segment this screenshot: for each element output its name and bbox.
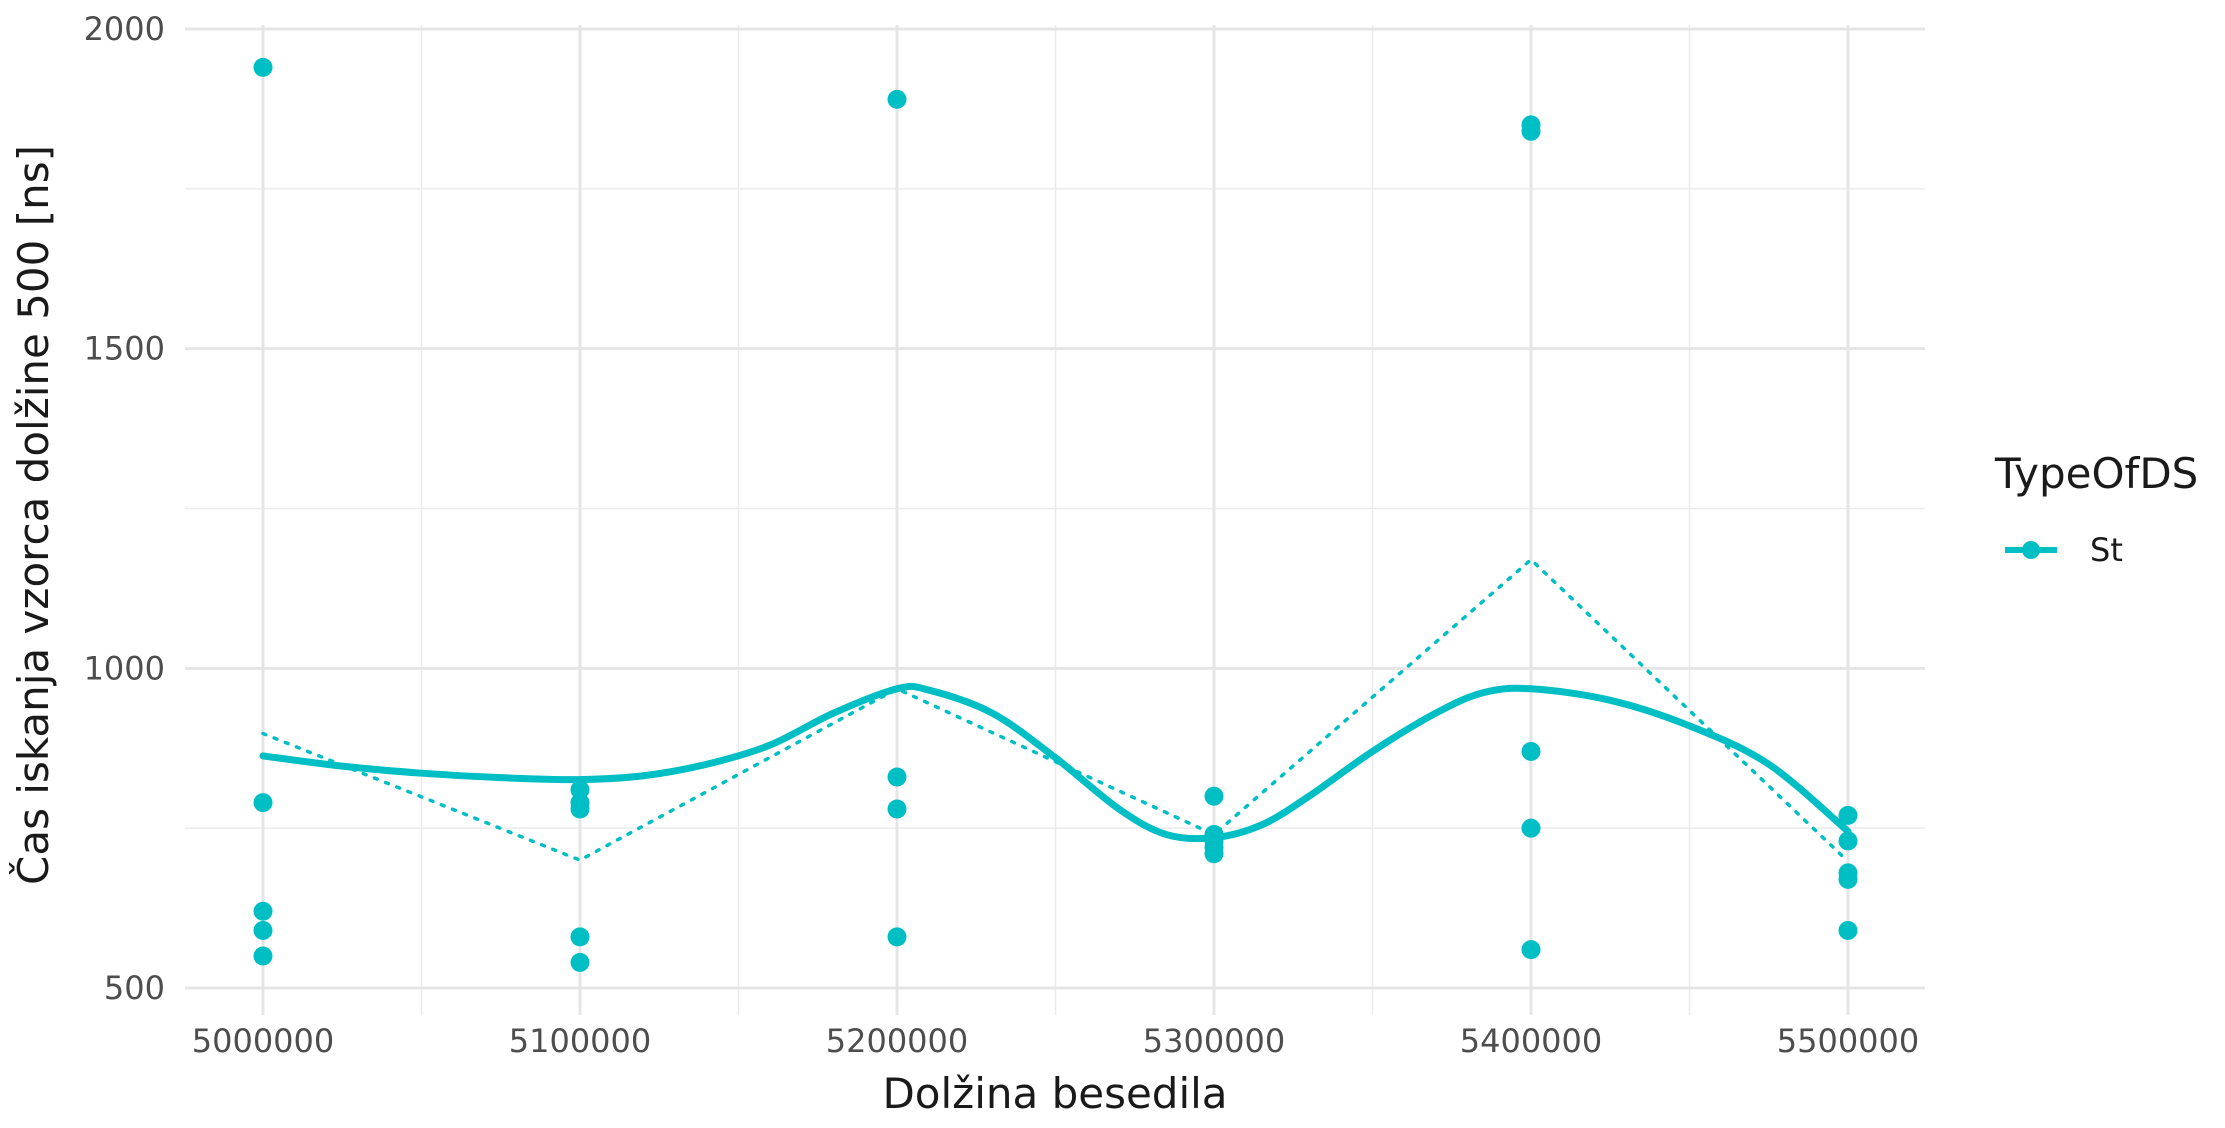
tick-labels: 5000000 5100000 5200000 5300000 5400000 55000… (84, 10, 1920, 1060)
x-tick-label: 5300000 (1143, 1022, 1286, 1060)
legend-title: TypeOfDS (1994, 449, 2198, 498)
y-tick-label: 2000 (84, 10, 165, 48)
data-point (887, 927, 907, 947)
data-point (1521, 741, 1541, 761)
x-tick-label: 5200000 (826, 1022, 969, 1060)
x-tick-label: 5000000 (192, 1022, 335, 1060)
data-point (253, 793, 273, 813)
data-point (1838, 831, 1858, 851)
legend: TypeOfDS St (1994, 449, 2198, 569)
data-point (887, 89, 907, 109)
data-point (1521, 121, 1541, 141)
y-axis-title: Čas iskanja vzorca dolžine 500 [ns] (8, 145, 58, 885)
y-tick-label: 1500 (84, 330, 165, 368)
x-axis-title: Dolžina besedila (882, 1069, 1227, 1118)
data-point (1204, 844, 1224, 864)
data-points (253, 57, 1858, 972)
grid (185, 25, 1925, 1015)
data-point (253, 946, 273, 966)
data-point (1521, 818, 1541, 838)
data-point (570, 927, 590, 947)
data-point (1838, 805, 1858, 825)
legend-key-point (2022, 541, 2040, 559)
series-lines (259, 557, 1852, 864)
x-tick-label: 5400000 (1460, 1022, 1603, 1060)
y-tick-label: 1000 (84, 649, 165, 687)
data-point (887, 799, 907, 819)
data-point (253, 57, 273, 77)
data-point (570, 799, 590, 819)
data-point (1838, 869, 1858, 889)
data-point (570, 952, 590, 972)
y-tick-label: 500 (104, 969, 165, 1007)
smooth-line-st (259, 682, 1852, 843)
data-point (253, 920, 273, 940)
data-point (1204, 786, 1224, 806)
data-point (253, 901, 273, 921)
legend-label: St (2090, 531, 2123, 569)
data-point (1521, 940, 1541, 960)
data-point (887, 767, 907, 787)
x-tick-label: 5100000 (509, 1022, 652, 1060)
x-tick-label: 5500000 (1777, 1022, 1920, 1060)
data-point (1838, 920, 1858, 940)
